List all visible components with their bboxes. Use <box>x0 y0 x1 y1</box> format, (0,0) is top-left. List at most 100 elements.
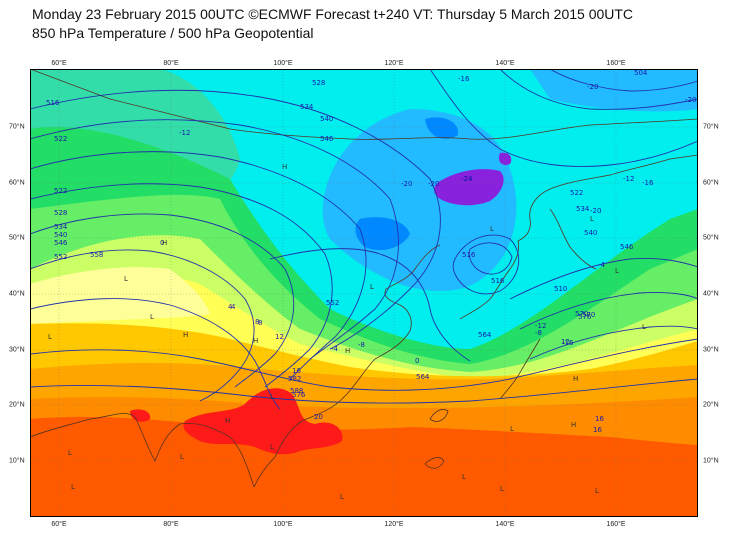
contour-label: 0 <box>415 357 419 365</box>
pressure-center-label: L <box>590 215 594 223</box>
contour-label: -16 <box>642 179 654 187</box>
pressure-center-label: L <box>150 313 154 321</box>
map-border <box>30 69 698 517</box>
contour-label: 528 <box>54 209 67 217</box>
pressure-center-label: H <box>345 347 350 355</box>
contour-label: -20 <box>587 83 598 91</box>
pressure-center-label: L <box>510 425 514 433</box>
pressure-center-label: L <box>48 333 52 341</box>
contour-label: -12 <box>179 129 190 137</box>
pressure-center-label: L <box>71 483 75 491</box>
lon-tick-top: 140°E <box>495 60 515 67</box>
lon-tick-bottom: 80°E <box>163 521 179 528</box>
lat-tick-left: 50°N <box>9 234 25 242</box>
contour-label: 8 <box>258 319 262 327</box>
contour-label: 12 <box>561 338 570 346</box>
contour-label: 570 <box>575 310 588 318</box>
contour-label: -24 <box>461 175 473 183</box>
contour-label: 516 <box>46 99 60 107</box>
contour-label: 516 <box>491 277 505 285</box>
pressure-center-label: L <box>340 493 344 501</box>
forecast-subtitle: 850 hPa Temperature / 500 hPa Geopotenti… <box>32 25 314 41</box>
contour-label: 546 <box>320 135 334 143</box>
contour-label: 522 <box>54 187 67 195</box>
lat-tick-right: 60°N <box>703 179 719 187</box>
contour-label: 516 <box>462 251 476 259</box>
coastlines <box>30 69 698 488</box>
pressure-center-label: H <box>225 417 230 425</box>
pressure-center-label: H <box>162 239 167 247</box>
pressure-center-label: L <box>124 275 128 283</box>
pressure-center-label: L <box>180 453 184 461</box>
pressure-center-label: L <box>642 323 646 331</box>
coastline <box>459 240 519 320</box>
contour-label: 528 <box>312 79 325 87</box>
cold-anomaly <box>434 169 504 206</box>
contour-label: 552 <box>54 253 67 261</box>
geopotential-contour <box>30 119 399 360</box>
geopotential-contour <box>30 213 295 388</box>
geopotential-contour <box>30 249 255 402</box>
cold-anomaly-small <box>498 152 512 165</box>
contour-label: 546 <box>54 239 68 247</box>
coastline <box>499 338 541 400</box>
lon-tick-top: 100°E <box>273 60 293 67</box>
forecast-title: Monday 23 February 2015 00UTC ©ECMWF For… <box>32 6 634 22</box>
contour-label: -20 <box>428 180 439 188</box>
contour-label: -16 <box>562 339 574 347</box>
lon-tick-bottom: 100°E <box>273 521 293 528</box>
pressure-center-label: L <box>462 473 466 481</box>
lon-tick-bottom: 60°E <box>51 521 67 528</box>
contour-label: 16 <box>595 415 604 423</box>
contour-label: 16 <box>593 426 602 434</box>
lat-tick-left: 60°N <box>9 179 25 187</box>
coastline <box>384 244 441 306</box>
pressure-center-label: H <box>571 421 576 429</box>
coastline <box>424 457 445 469</box>
pressure-center-label: H <box>573 375 578 383</box>
pressure-center-label: H <box>183 331 188 339</box>
contour-label: 582 <box>288 375 301 383</box>
lat-tick-right: 20°N <box>703 401 719 409</box>
lon-tick-bottom: 140°E <box>495 521 515 528</box>
contour-label: 564 <box>416 373 430 381</box>
temperature-band <box>30 416 698 517</box>
geopotential-contour <box>519 292 698 330</box>
geopotential-contour <box>30 378 698 404</box>
lon-tick-top: 60°E <box>51 60 67 67</box>
lon-tick-top: 160°E <box>606 60 626 67</box>
cold-patch <box>355 217 410 251</box>
geopotential-contour <box>549 69 698 92</box>
pressure-center-label: L <box>500 485 504 493</box>
contour-label: 12 <box>275 333 284 341</box>
geopotential-contours <box>30 69 698 410</box>
geopotential-contour <box>30 151 367 380</box>
geopotential-contour <box>30 298 281 410</box>
contour-label: 20 <box>314 413 323 421</box>
coastline <box>30 413 255 488</box>
contour-label: 16 <box>292 367 301 375</box>
lat-tick-left: 40°N <box>9 290 25 298</box>
contour-label: 540 <box>584 229 597 237</box>
contour-label: -12 <box>623 175 634 183</box>
geopotential-contour <box>30 89 441 350</box>
contour-label: -20 <box>590 207 601 215</box>
contour-label: -4 <box>331 345 339 353</box>
geopotential-contour <box>30 183 333 388</box>
contour-label: -20 <box>401 180 412 188</box>
contour-label: 570 <box>582 311 595 319</box>
contour-label: 8 <box>255 318 259 326</box>
pressure-center-label: L <box>270 443 274 451</box>
pressure-center-label: L <box>595 487 599 495</box>
weather-map: -16 -20 -20 -20 -24 -20 -16 -12 -8 -4 0 0 4 8 12 16 20 16… <box>30 69 698 517</box>
cold-patch <box>425 117 459 139</box>
pressure-center-label: H <box>253 337 258 345</box>
geopotential-contour <box>468 242 513 275</box>
lat-tick-right: 50°N <box>703 234 719 242</box>
contour-label: -20 <box>685 96 696 104</box>
geopotential-contour <box>429 69 698 167</box>
geopotential-contour <box>499 69 698 110</box>
lon-tick-top: 80°E <box>163 60 179 67</box>
